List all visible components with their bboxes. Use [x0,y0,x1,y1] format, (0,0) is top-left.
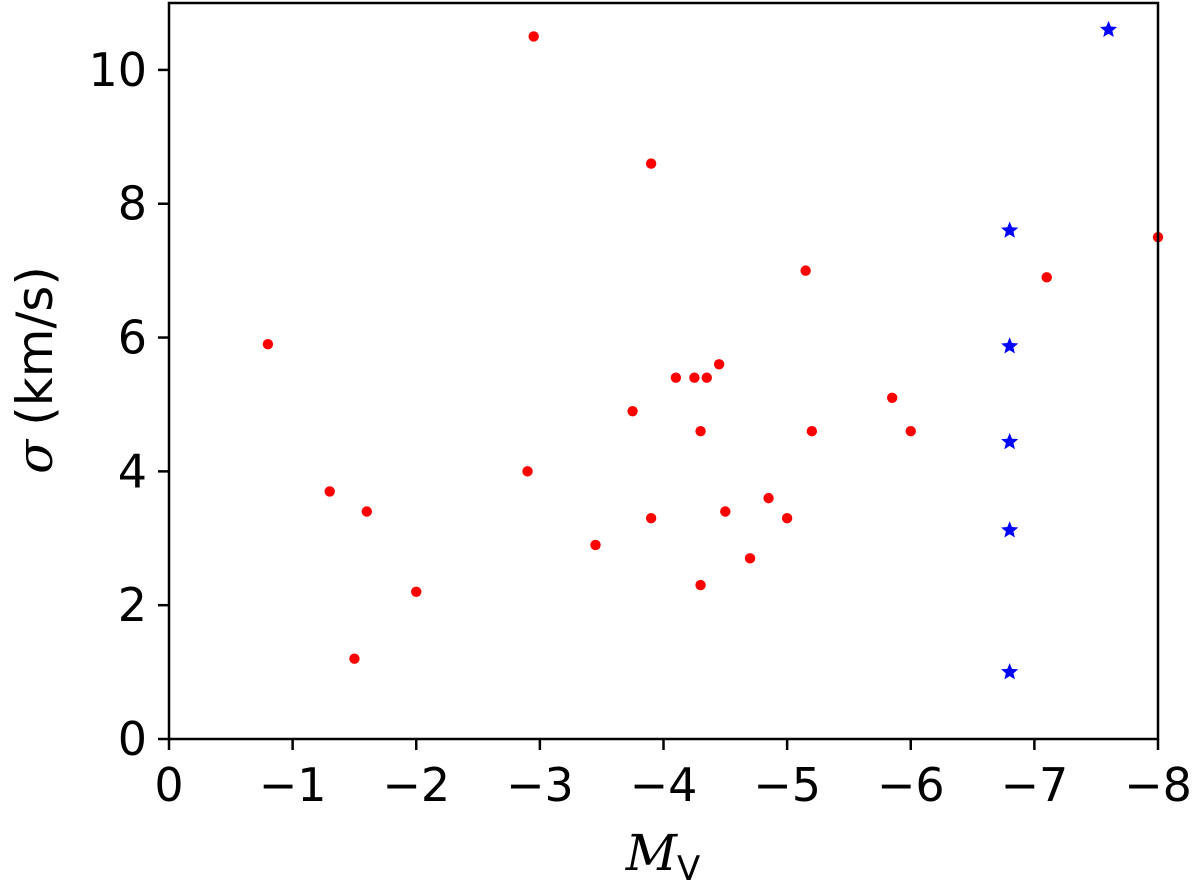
circle-point [781,513,793,524]
star-point [1001,337,1019,354]
circle-point [689,372,700,383]
circle-point [522,466,533,477]
circle-point [905,426,916,437]
y-tick-label: 0 [118,712,147,766]
circle-point [887,392,898,403]
circle-point [695,426,706,437]
y-axis-label: σ (km/s) [6,266,64,474]
x-tick-label: −4 [630,758,698,812]
circle-point [590,539,601,551]
circle-point [1041,272,1052,283]
circle-point [806,426,818,437]
x-axis-label-main: M [625,824,679,882]
circle-point [627,405,638,417]
circle-point [262,339,274,350]
plot-frame [167,1,1160,741]
x-tick-label: −2 [382,758,450,812]
x-axis-label-subscript: V [677,849,700,883]
y-tick-label: 2 [118,578,147,632]
ticks-layer: 0 −1 −2 −3 −4 −5 −6 −7 −8 0 2 4 6 8 10 [88,43,1191,812]
x-axis-label: MV [625,824,700,883]
circle-point [645,158,657,169]
circle-point [670,372,682,383]
circle-point [361,506,372,517]
points-layer [262,20,1164,680]
circle-point [713,359,725,370]
y-tick-label: 4 [118,444,147,498]
star-point [1001,221,1019,238]
star-point [1001,663,1019,680]
y-axis-label-unit: (km/s) [6,266,64,426]
y-axis-label-symbol: σ [6,438,64,474]
circle-point [411,586,422,597]
star-point [1099,20,1118,38]
y-tick-label: 10 [88,43,147,97]
x-tick-label: −7 [1000,758,1068,812]
circle-point [800,265,811,276]
x-tick-label: −3 [506,758,574,812]
circle-point [349,653,360,664]
circle-point [695,579,706,591]
circle-point [720,506,731,517]
star-point [1001,521,1019,538]
circle-point [763,492,774,504]
x-tick-label: −6 [877,758,945,812]
circle-point [701,372,712,383]
star-point [1001,432,1019,450]
x-tick-label: −1 [259,758,327,812]
circle-point [324,486,335,497]
y-tick-label: 6 [118,311,147,365]
circle-point [645,513,657,524]
x-tick-label: 0 [154,758,183,812]
y-tick-label: 8 [118,177,147,231]
x-tick-label: −8 [1124,758,1192,812]
circle-point [744,553,756,564]
x-tick-label: −5 [753,758,821,812]
circle-point [528,31,539,42]
